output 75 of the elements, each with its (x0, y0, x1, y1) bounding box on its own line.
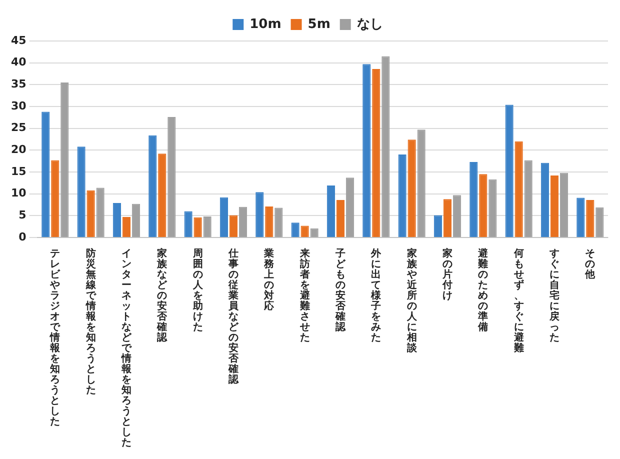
bar (51, 160, 60, 237)
y-tick-label: 35 (10, 78, 26, 91)
x-tick-label: 子どもの安否確認 (334, 247, 346, 333)
y-tick-label: 40 (10, 56, 27, 69)
bar (168, 116, 176, 237)
bar (132, 204, 140, 237)
bar (291, 222, 300, 237)
bar (505, 104, 514, 237)
bar (112, 203, 122, 237)
bar (194, 217, 202, 237)
bar (96, 188, 104, 237)
bar (77, 146, 86, 237)
bar (596, 207, 604, 237)
x-tick-label: 業務上の対応 (263, 247, 276, 312)
bar (586, 200, 594, 237)
bar (326, 186, 336, 237)
legend-label: 10m (250, 16, 282, 32)
bar (60, 82, 69, 237)
bar (479, 174, 488, 237)
bar (122, 216, 131, 237)
bar (158, 154, 166, 237)
bar (336, 200, 345, 237)
bar (346, 178, 354, 237)
category-label: 仕事の従業員などの安否確認 (228, 248, 238, 386)
x-tick-label: 家の片付け (441, 247, 452, 302)
bar (576, 198, 585, 237)
bar (274, 208, 283, 237)
bar (443, 199, 452, 237)
y-tick-label: 10 (10, 186, 27, 200)
x-tick-label: その他 (584, 248, 596, 280)
category-label: インターネットなどで情報を知ろうとした (121, 248, 132, 448)
bar (256, 192, 264, 237)
bar (398, 154, 406, 237)
y-tick-label: 30 (10, 99, 27, 112)
bar (514, 141, 523, 237)
legend-label: 5m (308, 16, 330, 32)
bar (372, 68, 380, 237)
bar (560, 172, 568, 237)
bar (382, 56, 390, 237)
x-tick-label: 避難のための準備 (477, 247, 490, 333)
bar (452, 195, 462, 237)
category-label: 来訪者を避難させた (300, 248, 310, 344)
bar (229, 215, 238, 237)
y-tick-label: 45 (10, 34, 26, 47)
bar (550, 175, 559, 237)
category-label: すぐに自宅に戻った (550, 248, 560, 344)
category-label: 防災無線で情報を知ろうとした (86, 248, 96, 396)
bar (265, 206, 274, 237)
category-label: 外に出て様子をみた (371, 248, 382, 344)
category-label: 家族などの安否確認 (157, 248, 168, 344)
bar (362, 64, 371, 237)
y-tick-label: 15 (10, 164, 26, 178)
y-tick-label: 0 (18, 230, 27, 244)
bar (184, 211, 192, 237)
bar (86, 190, 95, 237)
bar (203, 216, 212, 237)
bar (408, 140, 416, 237)
legend-label: なし (356, 16, 383, 32)
bar (488, 179, 497, 237)
bar (417, 130, 426, 237)
category-label: 何もせず、すぐに避難 (514, 248, 524, 354)
bar (238, 206, 248, 237)
bar (220, 197, 228, 237)
x-tick-label: 周囲の人を助けた (192, 247, 204, 333)
bar (434, 215, 442, 237)
bar (524, 160, 532, 237)
y-tick-label: 25 (10, 121, 26, 134)
bar (42, 112, 50, 237)
bar (148, 135, 157, 237)
category-label: テレビやラジオで情報を知ろうとした (50, 248, 60, 428)
category-label: 家族や近所の人に相談 (406, 248, 417, 354)
bar (470, 162, 478, 237)
y-tick-label: 5 (18, 208, 26, 222)
y-tick-label: 20 (10, 143, 27, 156)
bar (540, 162, 550, 237)
